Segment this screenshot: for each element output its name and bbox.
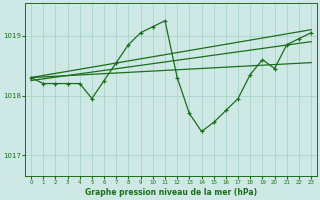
- X-axis label: Graphe pression niveau de la mer (hPa): Graphe pression niveau de la mer (hPa): [85, 188, 257, 197]
